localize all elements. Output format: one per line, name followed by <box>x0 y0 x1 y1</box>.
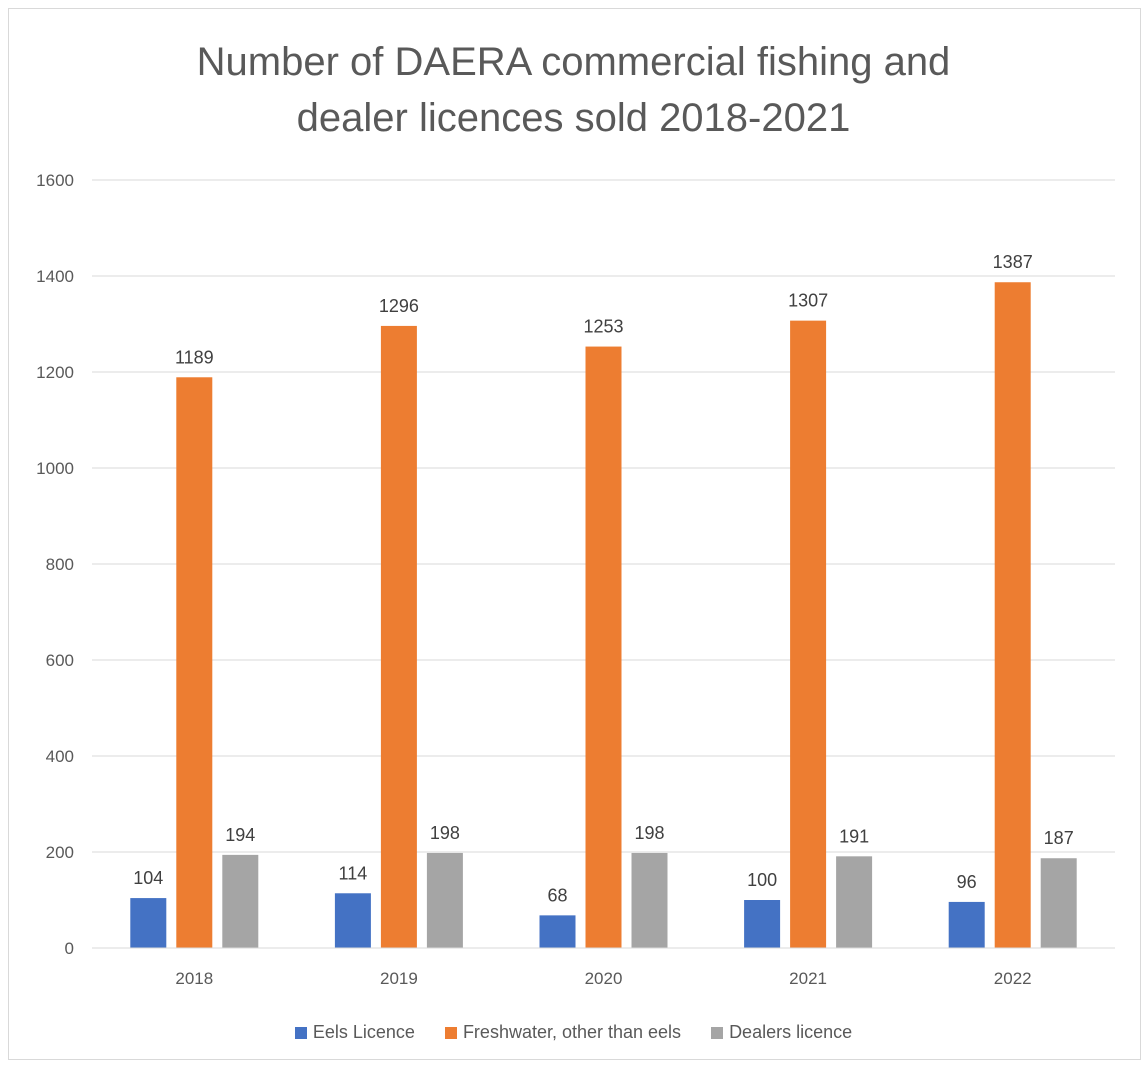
legend-swatch-freshwater <box>444 1026 457 1039</box>
chart-title: Number of DAERA commercial fishing and d… <box>0 34 1147 146</box>
data-label: 104 <box>133 868 163 888</box>
bar-eels-licence-2022 <box>948 901 985 948</box>
x-tick-label: 2021 <box>789 969 827 988</box>
x-tick-label: 2018 <box>175 969 213 988</box>
data-label: 1387 <box>993 252 1033 272</box>
data-label: 194 <box>225 825 255 845</box>
y-tick-label: 400 <box>46 747 74 766</box>
chart-legend: Eels Licence Freshwater, other than eels… <box>0 1022 1147 1043</box>
bar-dealers-licence-2019 <box>426 852 463 948</box>
y-tick-label: 0 <box>65 939 74 958</box>
chart-title-line-1: Number of DAERA commercial fishing and <box>196 40 951 84</box>
bar-dealers-licence-2021 <box>836 856 873 948</box>
bar-freshwater-other-than-eels-2018 <box>176 377 213 948</box>
y-tick-label: 1400 <box>36 267 74 286</box>
legend-label-freshwater: Freshwater, other than eels <box>462 1022 682 1042</box>
y-tick-label: 800 <box>46 555 74 574</box>
y-tick-label: 1200 <box>36 363 74 382</box>
bar-freshwater-other-than-eels-2021 <box>790 320 827 948</box>
chart-title-line-2: dealer licences sold 2018-2021 <box>296 96 851 140</box>
bar-eels-licence-2019 <box>334 893 371 948</box>
legend-swatch-dealers <box>711 1026 724 1039</box>
bar-freshwater-other-than-eels-2022 <box>994 282 1031 948</box>
x-tick-label: 2020 <box>585 969 623 988</box>
bar-eels-licence-2021 <box>744 900 781 948</box>
x-tick-label: 2019 <box>380 969 418 988</box>
legend-swatch-eels <box>294 1026 307 1039</box>
data-label: 1189 <box>175 347 214 367</box>
bar-dealers-licence-2018 <box>222 854 259 948</box>
data-label: 100 <box>747 870 777 890</box>
data-label: 198 <box>430 823 460 843</box>
y-tick-label: 1600 <box>36 171 74 190</box>
x-tick-label: 2022 <box>994 969 1032 988</box>
data-label: 1296 <box>379 296 419 316</box>
data-label: 68 <box>547 885 567 905</box>
bar-eels-licence-2018 <box>130 898 167 948</box>
legend-label-eels: Eels Licence <box>312 1022 415 1042</box>
y-tick-label: 200 <box>46 843 74 862</box>
bar-eels-licence-2020 <box>539 915 576 948</box>
legend-item-freshwater: Freshwater, other than eels <box>444 1022 682 1043</box>
data-label: 191 <box>839 826 869 846</box>
data-label: 96 <box>957 872 977 892</box>
bar-freshwater-other-than-eels-2020 <box>585 346 622 948</box>
legend-item-dealers: Dealers licence <box>711 1022 852 1043</box>
data-label: 198 <box>634 823 664 843</box>
data-label: 114 <box>339 863 368 883</box>
data-label: 1307 <box>788 291 828 311</box>
data-label: 187 <box>1044 828 1074 848</box>
bar-dealers-licence-2022 <box>1040 858 1077 948</box>
data-label: 1253 <box>583 317 623 337</box>
legend-label-dealers: Dealers licence <box>729 1022 853 1042</box>
bar-dealers-licence-2020 <box>631 852 668 948</box>
y-tick-label: 1000 <box>36 459 74 478</box>
legend-item-eels: Eels Licence <box>294 1022 415 1043</box>
y-tick-label: 600 <box>46 651 74 670</box>
bar-freshwater-other-than-eels-2019 <box>380 325 417 948</box>
